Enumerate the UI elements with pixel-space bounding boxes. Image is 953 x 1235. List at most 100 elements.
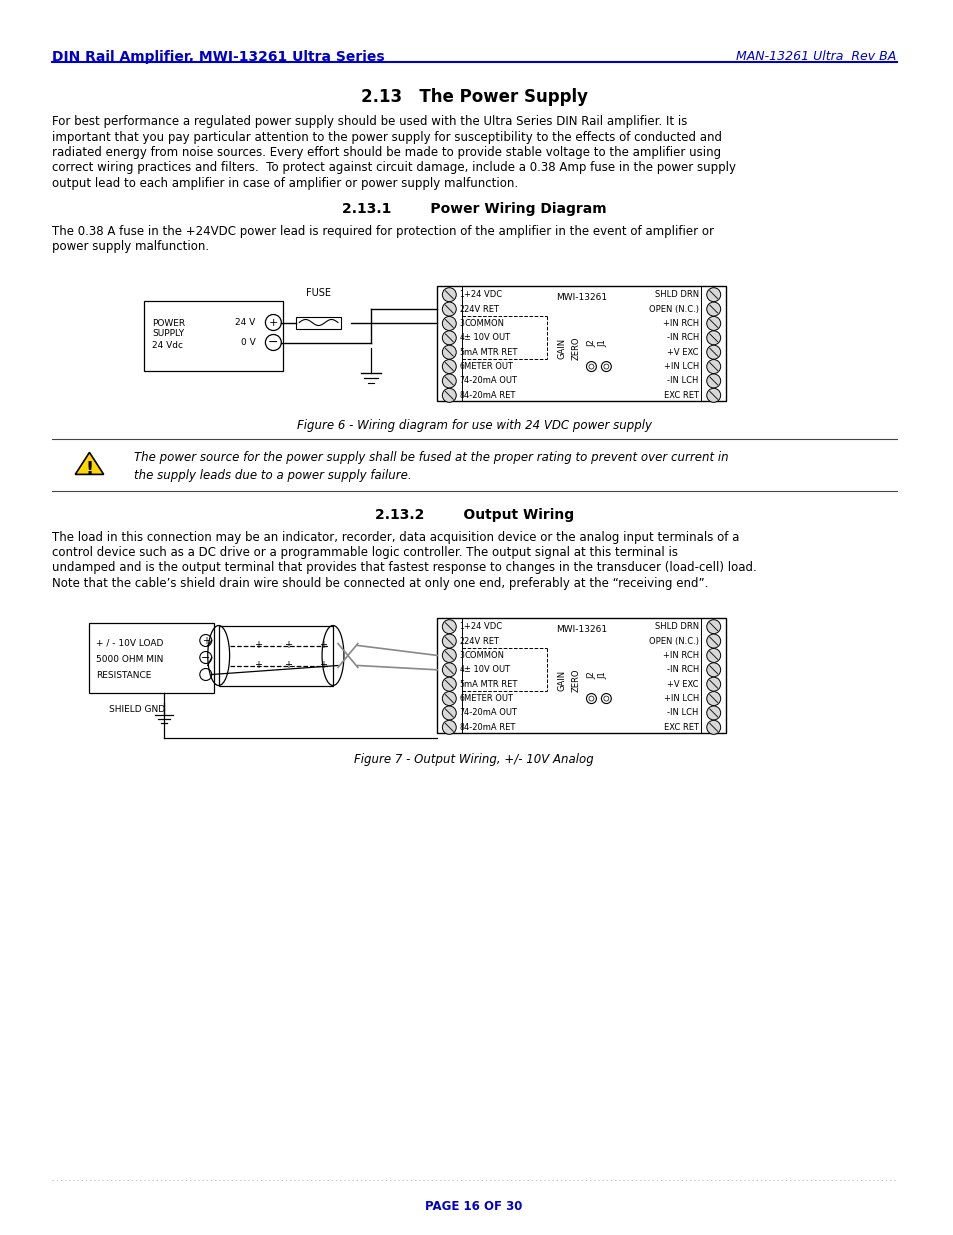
Circle shape — [442, 620, 456, 634]
Bar — [296, 316, 340, 329]
Circle shape — [706, 288, 720, 301]
Text: 1: 1 — [710, 390, 715, 400]
Bar — [436, 618, 725, 732]
Text: +V EXC: +V EXC — [666, 679, 698, 689]
Text: 4: 4 — [710, 679, 715, 689]
Text: 6: 6 — [710, 319, 715, 329]
Text: SHLD DRN: SHLD DRN — [654, 290, 698, 299]
Circle shape — [706, 346, 720, 359]
Text: 6: 6 — [458, 694, 463, 703]
Text: J1: J1 — [598, 340, 607, 347]
Text: MWI-13261: MWI-13261 — [556, 625, 606, 635]
Text: + / - 10V LOAD: + / - 10V LOAD — [96, 638, 164, 647]
Text: OPEN (N.C.): OPEN (N.C.) — [648, 305, 698, 314]
Text: 8: 8 — [458, 722, 463, 732]
Circle shape — [442, 720, 456, 735]
Text: 4-20mA RET: 4-20mA RET — [464, 722, 515, 732]
Text: OPEN (N.C.): OPEN (N.C.) — [648, 636, 698, 646]
Text: MAN-13261 Ultra  Rev BA: MAN-13261 Ultra Rev BA — [736, 49, 896, 63]
Text: EXC RET: EXC RET — [663, 390, 698, 400]
Text: METER OUT: METER OUT — [464, 694, 513, 703]
Text: +: + — [254, 661, 262, 671]
Text: 5: 5 — [710, 666, 715, 674]
Text: Figure 7 - Output Wiring, +/- 10V Analog: Figure 7 - Output Wiring, +/- 10V Analog — [354, 752, 594, 766]
Text: 6: 6 — [458, 362, 463, 370]
Bar — [436, 285, 725, 400]
Text: +: + — [318, 661, 327, 671]
Text: 5000 OHM MIN: 5000 OHM MIN — [96, 655, 164, 663]
Circle shape — [442, 359, 456, 373]
Circle shape — [706, 316, 720, 331]
Bar — [144, 300, 283, 370]
Text: 24V RET: 24V RET — [464, 305, 498, 314]
Text: 4-20mA OUT: 4-20mA OUT — [464, 377, 517, 385]
Circle shape — [442, 316, 456, 331]
Circle shape — [706, 663, 720, 677]
Text: 3: 3 — [458, 651, 463, 659]
Text: radiated energy from noise sources. Every effort should be made to provide stabl: radiated energy from noise sources. Ever… — [51, 146, 720, 159]
Text: 7: 7 — [710, 636, 715, 646]
Text: +IN RCH: +IN RCH — [662, 319, 698, 329]
Text: 8: 8 — [710, 290, 715, 299]
Text: 8: 8 — [710, 622, 715, 631]
Circle shape — [442, 663, 456, 677]
Text: 4: 4 — [458, 333, 463, 342]
Text: 0 V: 0 V — [240, 338, 255, 347]
Text: ± 10V OUT: ± 10V OUT — [464, 333, 510, 342]
Text: Note that the cable’s shield drain wire should be connected at only one end, pre: Note that the cable’s shield drain wire … — [51, 577, 707, 590]
Text: the supply leads due to a power supply failure.: the supply leads due to a power supply f… — [134, 468, 412, 482]
Text: undamped and is the output terminal that provides that fastest response to chang: undamped and is the output terminal that… — [51, 562, 756, 574]
Text: SHLD DRN: SHLD DRN — [654, 622, 698, 631]
Text: -IN RCH: -IN RCH — [666, 333, 698, 342]
Text: 4: 4 — [458, 666, 463, 674]
Text: 4-20mA RET: 4-20mA RET — [464, 390, 515, 400]
Text: PAGE 16 OF 30: PAGE 16 OF 30 — [425, 1200, 522, 1213]
Text: ZERO: ZERO — [572, 668, 580, 692]
Circle shape — [442, 303, 456, 316]
Text: 24V RET: 24V RET — [464, 636, 498, 646]
Circle shape — [706, 331, 720, 345]
Text: +: + — [269, 317, 277, 327]
Text: 1: 1 — [710, 722, 715, 732]
Text: +: + — [284, 661, 292, 671]
Text: ZERO: ZERO — [572, 336, 580, 359]
Text: FUSE: FUSE — [306, 289, 331, 299]
Circle shape — [706, 359, 720, 373]
Circle shape — [442, 374, 456, 388]
Circle shape — [442, 346, 456, 359]
Text: GAIN: GAIN — [557, 669, 565, 690]
Text: 1: 1 — [458, 622, 463, 631]
Text: SHIELD GND: SHIELD GND — [110, 704, 165, 714]
Circle shape — [442, 388, 456, 403]
Circle shape — [706, 388, 720, 403]
Text: DIN Rail Amplifier, MWI-13261 Ultra Series: DIN Rail Amplifier, MWI-13261 Ultra Seri… — [51, 49, 384, 64]
Text: output lead to each amplifier in case of amplifier or power supply malfunction.: output lead to each amplifier in case of… — [51, 177, 517, 190]
Circle shape — [706, 706, 720, 720]
Text: The 0.38 A fuse in the +24VDC power lead is required for protection of the ampli: The 0.38 A fuse in the +24VDC power lead… — [51, 225, 713, 237]
Text: 2: 2 — [458, 636, 463, 646]
Text: 5: 5 — [710, 333, 715, 342]
Text: +IN LCH: +IN LCH — [663, 694, 698, 703]
Circle shape — [442, 692, 456, 705]
Text: The power source for the power supply shall be fused at the proper rating to pre: The power source for the power supply sh… — [134, 452, 728, 464]
Text: 2.13   The Power Supply: 2.13 The Power Supply — [360, 88, 587, 106]
Text: 2: 2 — [458, 305, 463, 314]
Text: 24 V: 24 V — [235, 317, 255, 327]
Text: 4-20mA OUT: 4-20mA OUT — [464, 709, 517, 718]
Circle shape — [442, 634, 456, 648]
Text: J2: J2 — [586, 340, 596, 347]
Circle shape — [706, 620, 720, 634]
Text: SUPPLY: SUPPLY — [152, 330, 184, 338]
Text: 4: 4 — [710, 348, 715, 357]
Text: 2.13.1        Power Wiring Diagram: 2.13.1 Power Wiring Diagram — [341, 203, 606, 216]
Circle shape — [706, 303, 720, 316]
Text: 7: 7 — [458, 709, 463, 718]
Text: 5: 5 — [458, 348, 463, 357]
Text: METER OUT: METER OUT — [464, 362, 513, 370]
Circle shape — [706, 720, 720, 735]
Text: 7: 7 — [710, 305, 715, 314]
Text: +IN RCH: +IN RCH — [662, 651, 698, 659]
Circle shape — [706, 634, 720, 648]
Text: For best performance a regulated power supply should be used with the Ultra Seri: For best performance a regulated power s… — [51, 115, 686, 128]
Text: EXC RET: EXC RET — [663, 722, 698, 732]
